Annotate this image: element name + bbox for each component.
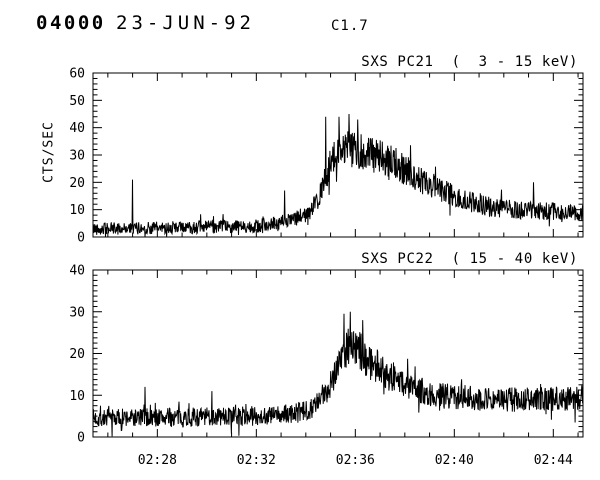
flare-class: C1.7 bbox=[331, 18, 369, 34]
sequence-id: 04000 bbox=[36, 12, 106, 34]
x-tick-label: 02:28 bbox=[138, 453, 177, 468]
plot-frame bbox=[92, 269, 584, 438]
pc22-chart: 0 10 20 30 40 02:28 02:32 02:36 02:40 02:44 bbox=[69, 264, 584, 468]
y-tick-label: 0 bbox=[77, 231, 85, 246]
y-tick-label: 10 bbox=[69, 203, 85, 218]
y-tick-label: 10 bbox=[69, 389, 85, 404]
y-tick-label: 20 bbox=[69, 176, 85, 191]
observation-date: 23-JUN-92 bbox=[116, 12, 255, 34]
y-tick-label: 50 bbox=[69, 94, 85, 109]
y-tick-label: 40 bbox=[69, 121, 85, 136]
pc22-title: SXS PC22 ( 15 - 40 keV) bbox=[361, 251, 578, 267]
y-tick-label: 30 bbox=[69, 149, 85, 164]
pc21-chart: 0 10 20 30 40 50 60 bbox=[69, 67, 584, 246]
x-tick-label: 02:40 bbox=[435, 453, 474, 468]
y-tick-label: 60 bbox=[69, 67, 85, 82]
y-tick-label: 20 bbox=[69, 347, 85, 362]
y-tick-label: 30 bbox=[69, 305, 85, 320]
y-tick-label: 40 bbox=[69, 264, 85, 279]
lightcurve bbox=[92, 311, 584, 437]
lightcurve bbox=[92, 113, 584, 237]
pc21-title: SXS PC21 ( 3 - 15 keV) bbox=[361, 54, 578, 70]
x-tick-label: 02:44 bbox=[534, 453, 573, 468]
x-tick-label: 02:36 bbox=[336, 453, 375, 468]
x-tick-label: 02:32 bbox=[237, 453, 276, 468]
y-tick-label: 0 bbox=[77, 431, 85, 446]
